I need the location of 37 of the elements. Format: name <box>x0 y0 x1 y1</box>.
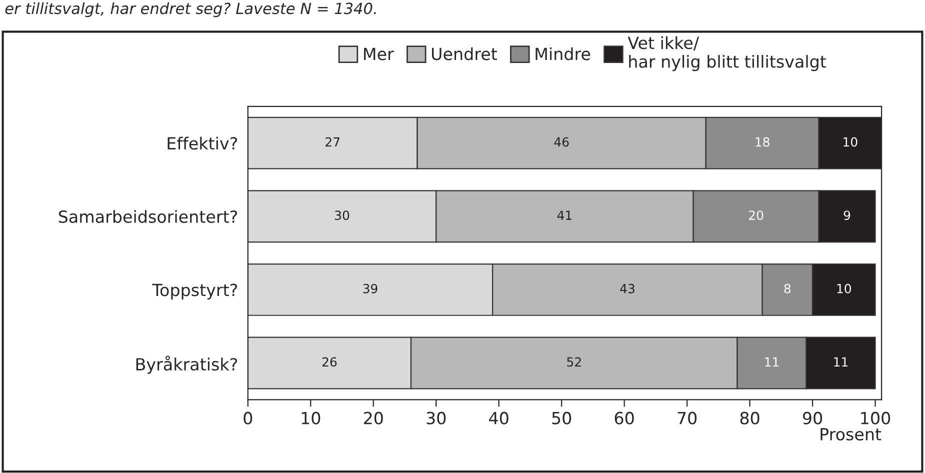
data-label: 46 <box>554 137 569 147</box>
data-label: 10 <box>837 284 852 294</box>
data-label: 8 <box>784 284 791 294</box>
y-tick-label: Effektiv? <box>168 136 238 150</box>
x-axis-title: Prosent <box>820 428 882 441</box>
data-label: 41 <box>557 210 572 220</box>
legend-label: Vet ikke/ har nylig blitt tillitsvalgt <box>628 36 826 72</box>
x-tick-label: 90 <box>802 412 822 424</box>
data-label: 20 <box>749 210 764 220</box>
data-label: 30 <box>335 210 350 220</box>
data-label: 39 <box>363 284 378 294</box>
data-label: 43 <box>620 284 634 294</box>
data-label: 10 <box>844 137 858 147</box>
y-tick-label: Byråkratisk? <box>136 356 238 374</box>
x-tick-label: 70 <box>678 412 697 424</box>
data-label: 26 <box>322 357 337 367</box>
x-tick-label: 40 <box>489 412 508 424</box>
data-label: 11 <box>834 357 848 366</box>
x-tick-label: 10 <box>302 412 320 424</box>
y-tick-label: Samarbeidsorientert? <box>58 210 238 223</box>
data-label: 52 <box>567 357 581 367</box>
x-tick-label: 80 <box>740 412 760 424</box>
x-tick-label: 60 <box>614 412 634 424</box>
legend-label: Mindre <box>536 47 590 60</box>
data-label: 18 <box>756 137 770 147</box>
x-tick-label: 30 <box>426 412 446 424</box>
x-tick-label: 20 <box>364 412 383 424</box>
data-label: 27 <box>326 137 340 147</box>
x-tick-label: 0 <box>244 412 252 424</box>
data-label: 9 <box>844 210 850 220</box>
legend-label: Uendret <box>432 47 498 60</box>
y-tick-label: Toppstyrt? <box>152 284 238 300</box>
data-label: 11 <box>765 357 779 366</box>
x-tick-label: 100 <box>861 412 890 424</box>
legend-label: Mer <box>364 48 394 60</box>
x-tick-label: 50 <box>552 412 572 424</box>
chart-title: er tillitsvalgt, har endret seg? Laveste N = 1340. <box>5 2 376 18</box>
